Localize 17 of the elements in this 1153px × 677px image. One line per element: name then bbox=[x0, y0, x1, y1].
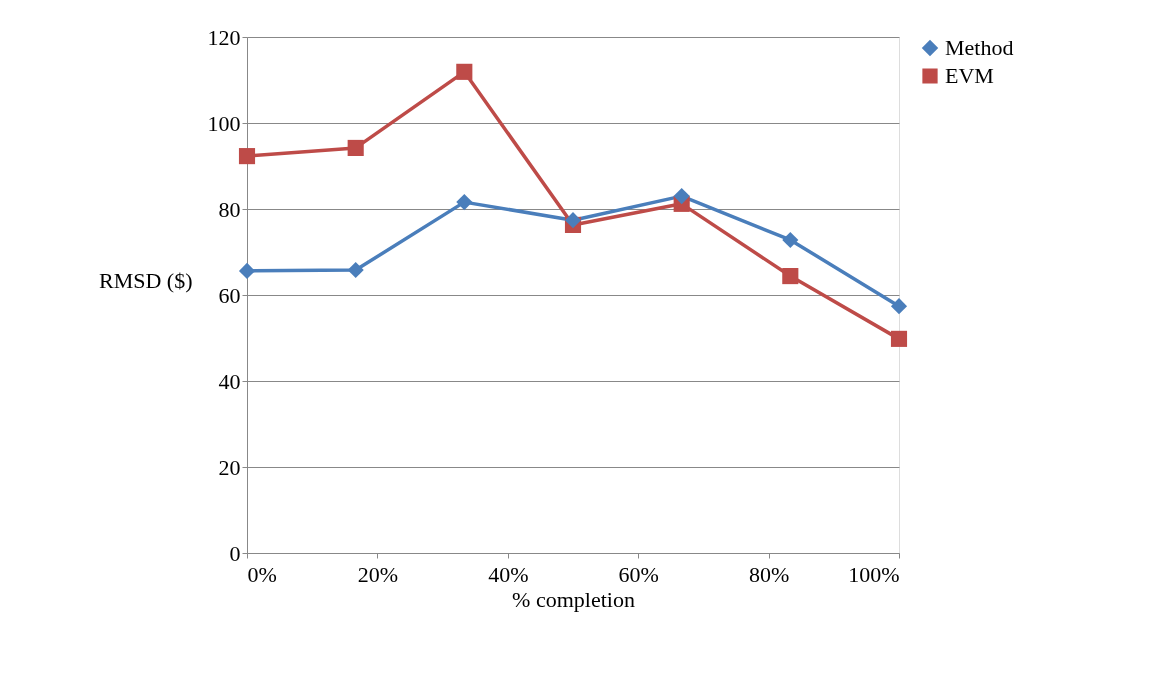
y-tick-label: 80 bbox=[218, 196, 241, 222]
x-tick-label: 100% bbox=[848, 561, 900, 587]
x-tick-label: 80% bbox=[748, 561, 790, 587]
x-tick-label: 40% bbox=[488, 561, 529, 587]
x-axis-title: % completion bbox=[512, 586, 635, 612]
y-tick-label: 60 bbox=[218, 282, 241, 308]
legend-label: Method bbox=[945, 35, 1014, 60]
x-tick-label: 0% bbox=[247, 561, 277, 587]
x-tick-label: 60% bbox=[618, 561, 659, 587]
y-tick-label: 120 bbox=[207, 24, 241, 50]
x-tick-label: 20% bbox=[357, 561, 399, 587]
legend-label: EVM bbox=[945, 63, 994, 88]
y-tick-label: 20 bbox=[218, 454, 241, 480]
y-axis-title: RMSD ($) bbox=[98, 267, 193, 293]
y-tick-label: 0 bbox=[229, 540, 241, 566]
y-tick-label: 40 bbox=[218, 368, 241, 394]
y-tick-label: 100 bbox=[207, 110, 241, 136]
